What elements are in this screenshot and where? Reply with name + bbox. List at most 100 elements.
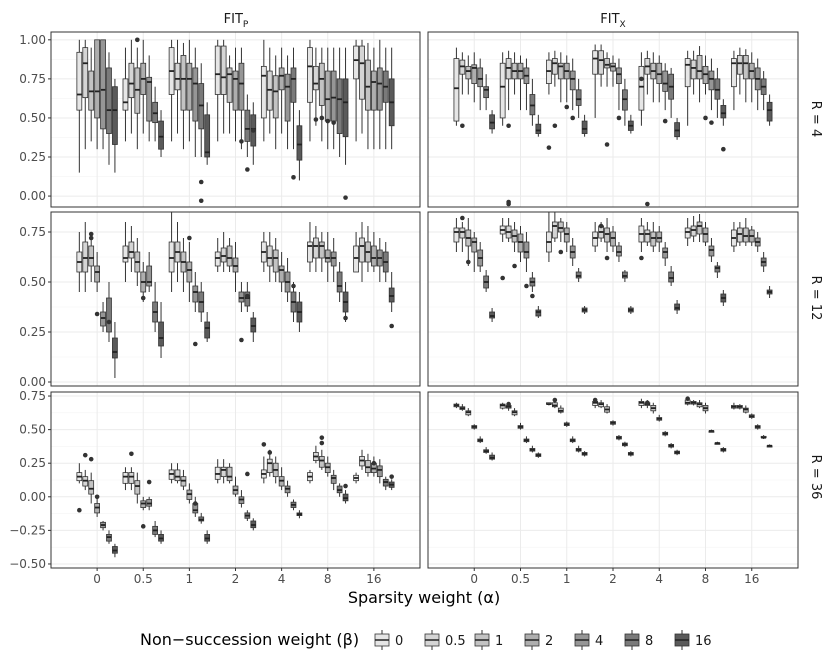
box-a2-b4 (569, 58, 576, 111)
box-a5-b2 (318, 449, 325, 470)
box-a5-b2 (696, 46, 703, 103)
box-a3-b6 (627, 114, 634, 134)
box-body (604, 227, 610, 243)
box-a3-b2 (604, 218, 610, 252)
box-body (174, 62, 181, 91)
box-a1-b2 (134, 47, 141, 150)
box-a6-b6 (766, 94, 773, 126)
box-a6-b2 (742, 49, 749, 103)
outlier-point (88, 235, 94, 241)
box-a1-b5 (152, 282, 158, 332)
box-body (232, 257, 239, 273)
outlier-point (343, 483, 348, 489)
box-body (690, 59, 697, 80)
box-a6-b5 (760, 434, 767, 440)
box-a1-b2 (511, 52, 518, 95)
box-a4-b3 (278, 467, 285, 491)
box-a6-b3 (748, 52, 755, 103)
outlier-point (94, 494, 100, 500)
legend-item-2: 1 (474, 630, 503, 650)
box-a2-b5 (198, 512, 205, 524)
outlier-point (524, 283, 529, 289)
x-tick-label: 1 (563, 572, 571, 586)
box-a3-b5 (244, 94, 251, 157)
box-a4-b2 (272, 456, 279, 484)
box-a1-b1 (128, 467, 135, 491)
strip-label-r4: R = 4 (808, 101, 823, 137)
box-a3-b0 (214, 39, 221, 142)
box-a1-b1 (128, 39, 135, 134)
box-body (330, 70, 337, 122)
outlier-point (193, 501, 198, 506)
outlier-point (94, 311, 100, 317)
box-body (702, 227, 709, 243)
box-a6-b4 (754, 232, 761, 252)
box-a4-b1 (644, 50, 651, 95)
box-body (674, 303, 680, 311)
box-a0-b1 (82, 222, 89, 292)
box-body (736, 227, 743, 243)
box-body (376, 465, 383, 478)
box-body (330, 251, 337, 267)
box-a0-b4 (477, 242, 484, 272)
box-a2-b6 (204, 312, 211, 342)
box-body (690, 225, 697, 237)
outlier-point (319, 440, 325, 446)
box-body (284, 73, 291, 122)
outlier-point (291, 175, 296, 180)
box-a3-b6 (250, 312, 257, 342)
box-a2-b0 (546, 212, 552, 262)
x-tick-label: 0.5 (511, 572, 530, 586)
box-body (313, 65, 319, 91)
box-a2-b3 (563, 55, 570, 103)
box-a6-b6 (388, 47, 395, 150)
box-body (551, 221, 558, 239)
box-a2-b3 (563, 421, 570, 427)
box-body (563, 227, 570, 243)
box-body (465, 65, 472, 80)
y-tick-label: 0.75 (19, 72, 46, 86)
box-a2-b2 (557, 405, 564, 414)
outlier-point (460, 215, 465, 221)
outlier-point (88, 231, 94, 237)
box-body (158, 321, 164, 347)
box-body (266, 458, 273, 474)
box-body (489, 311, 495, 319)
box-body (696, 55, 703, 80)
box-a6-b2 (365, 226, 371, 272)
strip-label-fitx: FITX (600, 12, 625, 30)
box-body (557, 62, 564, 80)
outlier-point (460, 123, 465, 129)
box-a5-b3 (324, 232, 331, 282)
outlier-point (245, 471, 250, 477)
box-a3-b0 (214, 459, 221, 484)
box-a4-b3 (656, 414, 663, 422)
box-a3-b4 (616, 242, 622, 262)
box-body (353, 45, 359, 80)
box-a1-b5 (529, 78, 536, 126)
box-a2-b4 (569, 238, 576, 266)
box-body (610, 231, 616, 247)
box-a6-b1 (736, 47, 743, 95)
box-a4-b3 (656, 226, 663, 252)
box-body (94, 39, 100, 119)
outlier-point (389, 474, 394, 479)
box-body (186, 261, 193, 283)
legend-label: 4 (595, 634, 603, 649)
box-a1-b4 (146, 55, 153, 142)
outlier-point (604, 142, 610, 147)
y-tick-label: 0.75 (19, 225, 46, 239)
box-a2-b5 (575, 78, 582, 118)
box-a5-b0 (307, 469, 313, 484)
outlier-point (709, 120, 714, 125)
x-tick-label: 8 (324, 572, 332, 586)
outlier-point (645, 201, 650, 207)
box-body (714, 265, 721, 273)
outlier-point (198, 198, 204, 204)
box-a6-b0 (353, 39, 359, 142)
box-a3-b3 (610, 55, 616, 87)
x-tick-label: 0 (93, 572, 101, 586)
box-a0-b1 (459, 52, 466, 95)
box-body (365, 59, 371, 111)
box-a6-b1 (359, 222, 365, 282)
